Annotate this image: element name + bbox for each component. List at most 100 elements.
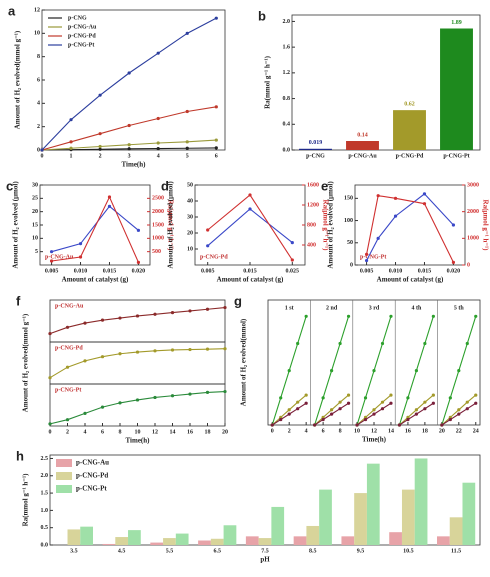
cycle-label: 4 th — [411, 305, 421, 311]
data-point — [304, 401, 308, 405]
y-tick-label: 0 — [37, 147, 40, 153]
data-point — [296, 400, 300, 404]
x-tick-label: 7.5 — [261, 548, 269, 554]
bar — [440, 28, 473, 150]
data-point — [48, 376, 52, 380]
legend-label: p-CNG-Pt — [76, 485, 107, 493]
data-point — [338, 341, 342, 346]
y-tick-label: 30 — [187, 214, 193, 220]
data-label: 0.14 — [357, 132, 368, 138]
data-point — [423, 407, 427, 411]
series-line — [49, 307, 226, 335]
data-point — [223, 389, 227, 394]
data-point — [118, 316, 122, 320]
data-point — [321, 396, 325, 400]
data-point — [170, 311, 175, 315]
data-point — [414, 369, 418, 373]
data-point — [457, 408, 461, 412]
x-tick-label: p-CNG-Pd — [396, 153, 424, 159]
x-tick-label: 0.005 — [360, 268, 374, 274]
data-point — [422, 192, 427, 196]
bar — [319, 489, 332, 545]
data-point — [346, 314, 351, 318]
x-tick-label: 10 — [354, 428, 360, 434]
data-point — [206, 228, 210, 232]
data-point — [448, 417, 452, 422]
data-point — [100, 405, 105, 409]
plot-frame — [291, 14, 481, 151]
data-point — [156, 141, 160, 145]
data-point — [363, 417, 368, 422]
series-line — [51, 195, 139, 263]
x-tick-label: 10 — [135, 429, 141, 435]
x-tick-label: p-CNG — [306, 153, 325, 159]
data-point — [376, 194, 380, 198]
data-point — [188, 347, 192, 352]
data-point — [474, 401, 478, 405]
data-point — [279, 396, 283, 400]
data-point — [65, 325, 70, 329]
y-tick-label: 10 — [187, 246, 193, 252]
plot-frame — [354, 184, 466, 266]
y-tick-label: 100 — [344, 218, 353, 224]
data-point — [346, 393, 351, 397]
data-point — [248, 207, 252, 211]
data-point — [372, 412, 376, 416]
x-tick-label: 0.015 — [103, 268, 117, 274]
x-tick-label: 1 — [70, 153, 73, 159]
y-tick-label: 0.5 — [41, 525, 49, 531]
data-point — [107, 204, 112, 208]
data-point — [380, 400, 385, 404]
data-point — [290, 258, 294, 262]
y2-tick-label: 0 — [467, 262, 470, 268]
x-tick-label: 2 — [99, 153, 102, 159]
x-tick-label: 0.005 — [45, 268, 59, 274]
x-tick-label: p-CNG-Au — [348, 153, 377, 159]
data-point — [127, 147, 131, 151]
bar — [437, 536, 450, 545]
data-point — [83, 359, 87, 363]
y-tick-label: 0.8 — [283, 96, 291, 102]
y-axis-label: Ra(mmol g⁻¹ h⁻¹) — [264, 55, 272, 108]
data-point — [83, 411, 87, 415]
y-tick-label: 0.0 — [41, 542, 49, 548]
bar — [102, 543, 116, 545]
series-line — [49, 391, 226, 425]
data-point — [100, 355, 105, 359]
data-point — [188, 309, 192, 313]
data-point — [118, 352, 122, 356]
x-tick-label: 3 — [128, 153, 131, 159]
x-tick-label: 20 — [439, 428, 445, 434]
x-tick-label: 18 — [205, 429, 211, 435]
data-point — [188, 392, 192, 396]
y-tick-label: 30 — [32, 182, 38, 188]
bar — [306, 525, 320, 545]
data-point — [279, 417, 283, 422]
y-axis-label: Amount of H₂ evolved(mmol) — [240, 318, 248, 406]
y-tick-label: 25 — [32, 196, 38, 202]
data-point — [304, 393, 308, 397]
annotation: p-CNG-Au — [55, 303, 84, 309]
bar — [346, 141, 379, 150]
data-point — [83, 321, 87, 325]
y-tick-label: 20 — [187, 230, 193, 236]
data-point — [214, 138, 218, 142]
x-tick-label: 12 — [152, 429, 158, 435]
x-tick-label: 4 — [84, 429, 87, 435]
data-point — [465, 407, 469, 411]
plot-frame — [194, 184, 306, 266]
data-point — [48, 422, 52, 426]
x-axis-label: Amount of catalyst (g) — [217, 276, 284, 284]
y-tick-label: 4 — [37, 101, 40, 107]
panel-label: h — [16, 448, 24, 463]
data-point — [414, 412, 418, 416]
data-point — [474, 314, 478, 318]
data-point — [153, 349, 157, 353]
x-tick-label: 6 — [322, 428, 325, 434]
x-tick-label: 16 — [405, 428, 411, 434]
panel-label: g — [234, 293, 242, 308]
bar — [462, 482, 476, 545]
x-axis-label: Amount of catalyst (g) — [62, 276, 129, 284]
data-point — [423, 341, 427, 346]
data-point — [389, 314, 393, 318]
